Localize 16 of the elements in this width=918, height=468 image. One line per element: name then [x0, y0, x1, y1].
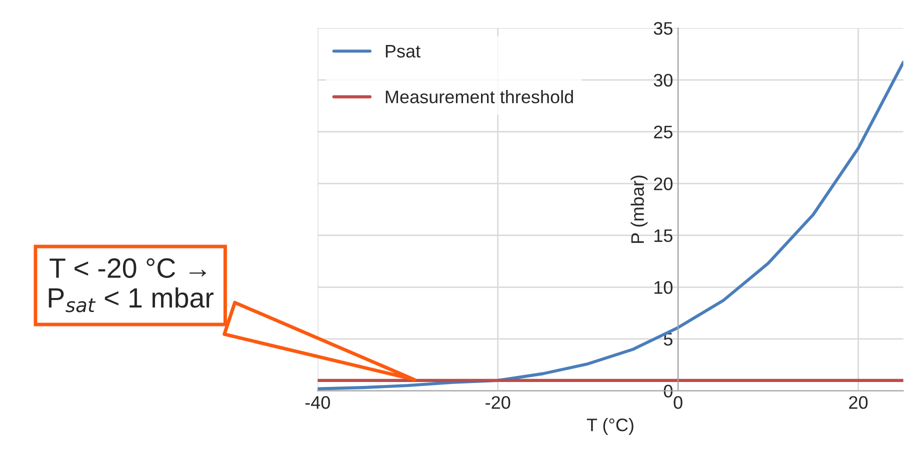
y-tick-label: 20 [654, 177, 672, 190]
x-axis-title: T (°C) [586, 418, 634, 435]
y-axis-title: P (mbar) [630, 176, 648, 243]
y-tick-label: 10 [654, 281, 672, 294]
y-tick-label: 30 [654, 74, 672, 87]
y-tick-label: 25 [654, 126, 672, 138]
annotation: T < -20 °C → P$_{sat}$ < 1 mbar [48, 258, 214, 312]
y-tick-label: 35 [654, 22, 672, 35]
x-tick-label: 0 [674, 396, 682, 409]
y-tick-label: 15 [654, 229, 672, 242]
x-tick-label: -40 [305, 396, 330, 409]
y-tick-label: 0 [664, 384, 672, 398]
x-tick-label: 20 [849, 396, 868, 409]
x-tick-label: -20 [486, 396, 510, 409]
legend-label: Measurement threshold [386, 90, 573, 104]
legend-label: Psat [386, 44, 420, 58]
